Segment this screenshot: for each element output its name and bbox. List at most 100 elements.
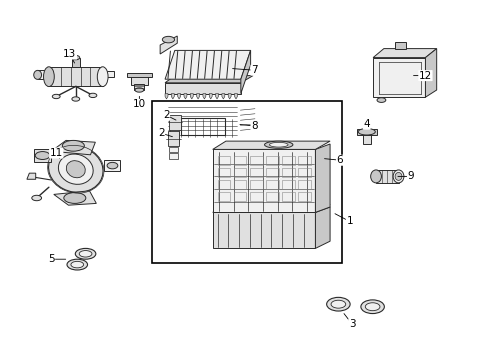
Polygon shape: [315, 207, 329, 248]
Polygon shape: [127, 73, 151, 77]
Text: 9: 9: [407, 171, 413, 181]
Ellipse shape: [365, 303, 379, 311]
Bar: [298, 168, 310, 177]
Polygon shape: [212, 212, 315, 248]
Text: 10: 10: [133, 99, 145, 109]
Polygon shape: [356, 129, 376, 135]
Ellipse shape: [394, 172, 401, 180]
Ellipse shape: [370, 170, 381, 183]
Ellipse shape: [43, 67, 54, 86]
Bar: [233, 168, 246, 177]
Ellipse shape: [135, 88, 143, 92]
Bar: [265, 192, 278, 201]
Text: 1: 1: [346, 216, 352, 226]
Polygon shape: [170, 130, 179, 136]
Bar: [282, 192, 294, 201]
Text: 2: 2: [158, 128, 164, 138]
Bar: [217, 192, 230, 201]
Polygon shape: [27, 173, 36, 179]
Text: 6: 6: [336, 155, 343, 165]
Bar: [265, 180, 278, 189]
Bar: [265, 168, 278, 177]
Ellipse shape: [79, 251, 92, 257]
Ellipse shape: [34, 71, 41, 79]
Bar: [217, 168, 230, 177]
Ellipse shape: [72, 55, 80, 60]
Polygon shape: [104, 160, 120, 171]
Bar: [233, 180, 246, 189]
Polygon shape: [168, 153, 177, 159]
Text: 8: 8: [250, 121, 257, 131]
Polygon shape: [38, 70, 49, 79]
Polygon shape: [203, 94, 205, 99]
Polygon shape: [372, 58, 425, 97]
Bar: [217, 180, 230, 189]
Polygon shape: [375, 170, 398, 183]
Polygon shape: [183, 94, 186, 99]
Polygon shape: [234, 94, 237, 99]
Ellipse shape: [162, 36, 174, 43]
Polygon shape: [372, 49, 436, 58]
Text: 13: 13: [63, 49, 77, 59]
Bar: [249, 156, 262, 165]
Text: 2: 2: [163, 110, 169, 120]
Bar: [265, 156, 278, 165]
Polygon shape: [212, 141, 329, 149]
Text: 7: 7: [250, 65, 257, 75]
Ellipse shape: [89, 93, 97, 98]
Bar: [217, 156, 230, 165]
Polygon shape: [54, 191, 96, 205]
Polygon shape: [130, 76, 148, 85]
Bar: [181, 118, 224, 135]
Polygon shape: [240, 50, 250, 94]
Text: 3: 3: [348, 319, 355, 329]
Polygon shape: [171, 94, 174, 99]
Polygon shape: [425, 49, 436, 97]
Ellipse shape: [48, 146, 103, 192]
Polygon shape: [177, 94, 180, 99]
Ellipse shape: [52, 94, 60, 99]
Ellipse shape: [269, 142, 287, 147]
Bar: [233, 156, 246, 165]
Polygon shape: [228, 94, 231, 99]
Bar: [282, 168, 294, 177]
Polygon shape: [49, 67, 102, 86]
Polygon shape: [168, 147, 177, 152]
Ellipse shape: [75, 248, 96, 259]
Polygon shape: [167, 117, 238, 139]
Polygon shape: [34, 149, 51, 162]
Bar: [298, 180, 310, 189]
Polygon shape: [212, 204, 329, 212]
Bar: [249, 180, 262, 189]
Polygon shape: [164, 83, 240, 94]
Text: 5: 5: [48, 254, 55, 264]
Bar: [298, 192, 310, 201]
Text: 11: 11: [49, 148, 63, 158]
Ellipse shape: [35, 152, 50, 159]
Ellipse shape: [72, 97, 80, 101]
Ellipse shape: [71, 261, 83, 268]
Ellipse shape: [58, 154, 93, 184]
Bar: [282, 180, 294, 189]
Ellipse shape: [264, 141, 292, 148]
Polygon shape: [315, 144, 329, 212]
Polygon shape: [209, 94, 212, 99]
Ellipse shape: [63, 193, 86, 203]
Polygon shape: [51, 140, 95, 155]
Polygon shape: [164, 94, 168, 99]
Bar: [282, 156, 294, 165]
Polygon shape: [222, 94, 224, 99]
Ellipse shape: [360, 300, 384, 314]
Polygon shape: [190, 94, 193, 99]
Ellipse shape: [357, 129, 375, 135]
Text: 12: 12: [418, 71, 431, 81]
Polygon shape: [164, 50, 250, 79]
Text: 4: 4: [363, 119, 369, 129]
Bar: [249, 168, 262, 177]
Polygon shape: [160, 36, 177, 54]
Polygon shape: [164, 76, 253, 83]
Ellipse shape: [330, 300, 345, 308]
Ellipse shape: [32, 195, 41, 201]
Ellipse shape: [62, 140, 84, 151]
Polygon shape: [170, 137, 179, 143]
